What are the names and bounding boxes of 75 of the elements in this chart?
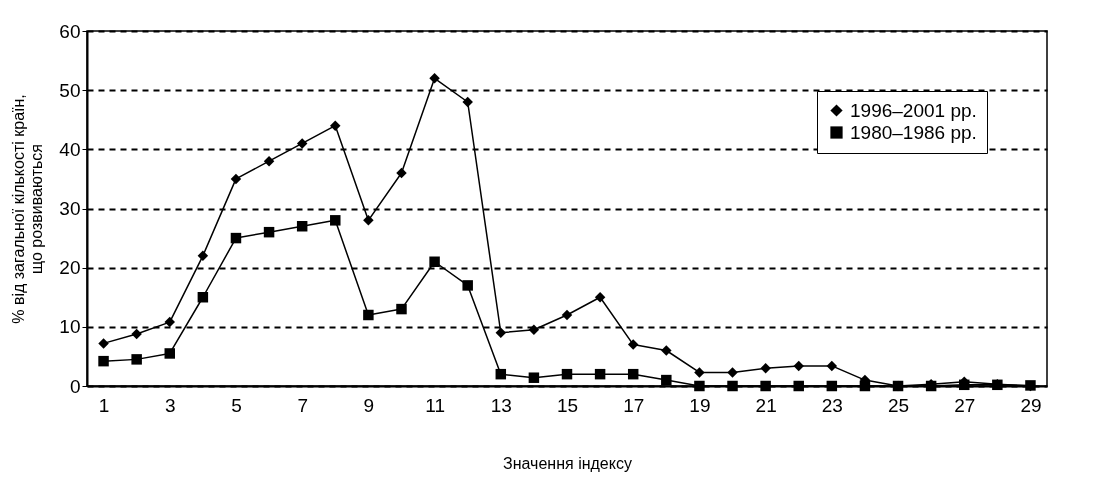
x-tick-label: 17 bbox=[623, 394, 645, 416]
point bbox=[694, 367, 705, 378]
point bbox=[495, 368, 507, 380]
point bbox=[363, 309, 374, 321]
point bbox=[230, 173, 242, 185]
x-tick-label: 1 bbox=[98, 394, 110, 416]
point bbox=[462, 280, 473, 291]
point bbox=[197, 250, 209, 262]
point bbox=[528, 372, 540, 383]
point bbox=[98, 338, 109, 349]
point bbox=[859, 380, 871, 392]
x-tick-label: 15 bbox=[556, 394, 579, 416]
point bbox=[793, 380, 804, 392]
point bbox=[462, 96, 473, 108]
x-tick-label: 7 bbox=[297, 394, 308, 416]
point bbox=[197, 292, 209, 303]
x-tick-label: 29 bbox=[1020, 394, 1042, 416]
point bbox=[727, 380, 738, 392]
point bbox=[396, 167, 407, 179]
point bbox=[495, 327, 507, 338]
x-tick-label: 23 bbox=[821, 394, 843, 416]
point bbox=[627, 339, 639, 350]
x-tick-label: 13 bbox=[490, 394, 512, 416]
y-tick-label: 50 bbox=[59, 79, 81, 101]
point bbox=[561, 368, 573, 380]
point bbox=[98, 355, 109, 367]
point bbox=[131, 328, 142, 340]
point bbox=[363, 215, 374, 226]
x-tick-label: 5 bbox=[231, 394, 242, 416]
point bbox=[396, 303, 407, 315]
point bbox=[164, 316, 175, 328]
point bbox=[330, 120, 341, 131]
y-tick-label: 60 bbox=[59, 20, 81, 42]
legend-label: 1996–2001 рр. bbox=[850, 99, 977, 121]
y-tick-label: 40 bbox=[59, 138, 81, 160]
point bbox=[892, 380, 904, 392]
point bbox=[826, 360, 838, 372]
point bbox=[561, 309, 573, 321]
x-tick-label: 19 bbox=[689, 394, 711, 416]
point bbox=[296, 221, 308, 232]
point bbox=[296, 138, 308, 149]
x-axis-title: Значення індексу bbox=[503, 454, 632, 472]
y-tick-label: 30 bbox=[59, 198, 81, 219]
point bbox=[826, 380, 838, 392]
point bbox=[164, 348, 175, 359]
point bbox=[727, 367, 738, 378]
point bbox=[694, 380, 705, 392]
point bbox=[131, 354, 142, 365]
point bbox=[429, 256, 440, 267]
point bbox=[230, 232, 242, 244]
point bbox=[528, 324, 540, 336]
point bbox=[263, 226, 275, 238]
x-tick-label: 21 bbox=[755, 394, 777, 416]
y-tick-label: 20 bbox=[59, 257, 81, 279]
point bbox=[263, 155, 275, 167]
point bbox=[760, 380, 771, 392]
y-tick-label: 0 bbox=[69, 375, 81, 397]
point bbox=[661, 374, 672, 386]
point bbox=[1025, 380, 1036, 391]
x-tick-label: 11 bbox=[425, 394, 445, 416]
x-tick-label: 25 bbox=[887, 394, 910, 416]
y-axis-title: % від загальної кількості країн, що розвиваються bbox=[10, 94, 46, 324]
x-tick-label: 9 bbox=[363, 394, 375, 416]
point bbox=[760, 363, 771, 374]
point bbox=[627, 368, 639, 380]
x-tick-label: 3 bbox=[164, 394, 176, 416]
point bbox=[793, 360, 804, 372]
point bbox=[594, 368, 606, 380]
point bbox=[429, 73, 440, 84]
x-tick-label: 27 bbox=[954, 394, 976, 416]
legend-label: 1980–1986 рр. bbox=[850, 121, 977, 143]
point bbox=[594, 292, 606, 303]
y-tick-label: 10 bbox=[59, 316, 81, 338]
point bbox=[330, 215, 341, 226]
point bbox=[661, 345, 672, 356]
